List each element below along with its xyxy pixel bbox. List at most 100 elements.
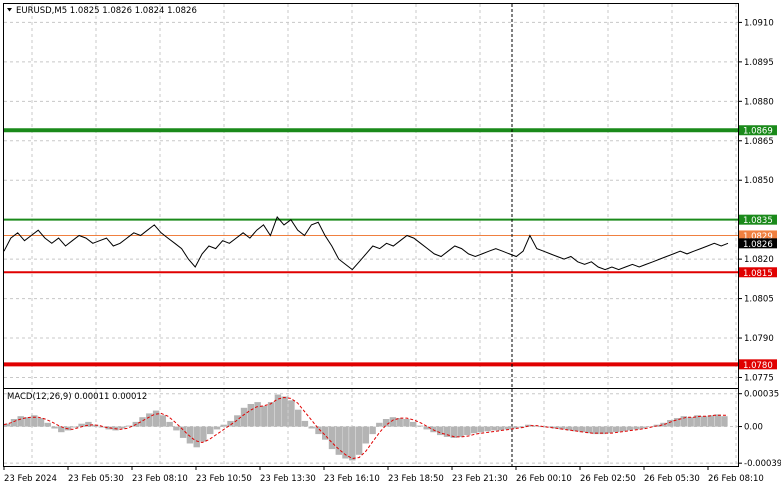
macd-bar xyxy=(504,426,512,430)
macd-bar xyxy=(592,426,600,435)
macd-bar xyxy=(673,418,681,427)
macd-bar xyxy=(457,426,464,437)
price-label: 1.0880 xyxy=(744,97,774,107)
macd-bar xyxy=(295,409,302,427)
macd-bar xyxy=(78,423,85,427)
time-label: 26 Feb 08:10 xyxy=(708,474,764,484)
price-line xyxy=(3,216,729,271)
macd-bar xyxy=(71,426,79,428)
macd-bar xyxy=(470,426,478,434)
macd-bar xyxy=(51,426,58,429)
dropdown-triangle-icon[interactable] xyxy=(7,8,12,12)
macd-bar xyxy=(694,415,701,427)
macd-bar xyxy=(633,426,640,430)
macd-bar xyxy=(227,420,234,427)
macd-bar xyxy=(315,426,322,435)
macd-bar xyxy=(640,426,647,429)
macd-bar xyxy=(261,405,268,427)
time-label: 23 Feb 2024 xyxy=(4,474,57,484)
macd-bar xyxy=(193,426,200,448)
time-label: 23 Feb 10:50 xyxy=(196,474,252,484)
macd-bar xyxy=(396,418,403,427)
macd-bar xyxy=(599,426,606,435)
macd-bar xyxy=(139,417,146,427)
level-tag-label: 1.0835 xyxy=(743,216,773,226)
macd-bar xyxy=(700,416,708,427)
macd-bar xyxy=(274,394,282,427)
macd-bar xyxy=(680,416,688,427)
price-label: 1.0805 xyxy=(744,295,774,305)
time-label: 23 Feb 13:30 xyxy=(260,474,316,484)
macd-bar xyxy=(362,426,370,444)
level-tag xyxy=(739,125,777,136)
macd-bar xyxy=(328,426,336,450)
macd-bar xyxy=(382,419,390,427)
macd-bar xyxy=(10,419,18,427)
macd-bar xyxy=(146,413,153,427)
current-price-label: 1.0826 xyxy=(743,240,773,250)
time-axis[interactable]: 23 Feb 2024 23 Feb 05:30 23 Feb 08:10 23 Fe… xyxy=(3,466,764,484)
time-label: 26 Feb 00:10 xyxy=(516,474,572,484)
macd-bar xyxy=(37,418,45,427)
macd-bar xyxy=(687,417,694,427)
price-label: 1.0910 xyxy=(744,18,774,28)
macd-title: MACD(12,26,9) 0.00011 0.00012 xyxy=(7,392,147,402)
macd-bar xyxy=(443,426,451,437)
macd-bar xyxy=(714,414,721,427)
macd-bar xyxy=(613,426,620,433)
macd-bar xyxy=(477,426,485,433)
level-tag xyxy=(739,230,777,241)
macd-bar xyxy=(173,426,180,431)
macd-bar xyxy=(159,415,167,427)
macd-bar xyxy=(220,424,227,427)
macd-histogram xyxy=(4,394,728,461)
current-price-tag xyxy=(739,238,777,249)
macd-bar xyxy=(98,426,106,428)
time-label: 23 Feb 05:30 xyxy=(68,474,124,484)
level-tags: 1.0869 1.0835 1.0829 1.0815 1.0780 1.0826 xyxy=(739,125,777,371)
macd-bar xyxy=(464,426,471,436)
macd-bar xyxy=(247,404,255,427)
price-axis[interactable]: 1.09101.08951.08801.08651.08501.08351.08… xyxy=(738,18,774,383)
signal-line xyxy=(3,396,728,460)
level-tag-label: 1.0829 xyxy=(743,232,773,242)
macd-bar xyxy=(450,426,458,438)
macd-frame xyxy=(3,388,739,467)
macd-bar xyxy=(342,426,349,459)
macd-grid xyxy=(4,389,738,466)
macd-bar xyxy=(511,426,518,429)
macd-axis-label: -0.00039 xyxy=(744,459,781,469)
price-label: 1.0820 xyxy=(744,255,774,265)
macd-bar xyxy=(491,426,498,431)
macd-bar xyxy=(355,426,363,455)
macd-bar xyxy=(44,422,52,427)
macd-bar xyxy=(585,426,593,434)
macd-bar xyxy=(667,420,674,427)
macd-bar xyxy=(606,426,613,434)
macd-bar xyxy=(179,426,187,438)
macd-bar xyxy=(565,426,573,431)
macd-axis-label: 0.00 xyxy=(744,423,763,433)
level-tag-label: 1.0869 xyxy=(743,127,773,137)
time-label: 23 Feb 08:10 xyxy=(132,474,188,484)
macd-bar xyxy=(497,426,505,431)
macd-bar xyxy=(105,426,112,430)
macd-axis: 0.00035 0.00 -0.00039 xyxy=(3,388,781,469)
time-label: 23 Feb 21:30 xyxy=(452,474,508,484)
macd-bar xyxy=(545,426,552,428)
level-tag xyxy=(739,359,777,370)
macd-bar xyxy=(85,421,92,427)
macd-bar xyxy=(207,426,214,435)
macd-bar xyxy=(186,426,194,444)
macd-bar xyxy=(376,422,383,427)
macd-bar xyxy=(31,415,38,427)
level-tag-label: 1.0815 xyxy=(743,269,773,279)
macd-bar xyxy=(721,416,728,427)
macd-signal-line xyxy=(3,396,728,460)
macd-bar xyxy=(301,420,309,427)
price-label: 1.0790 xyxy=(744,334,774,344)
macd-bar xyxy=(92,424,99,427)
level-lines[interactable] xyxy=(4,128,738,367)
macd-bar xyxy=(281,396,288,427)
